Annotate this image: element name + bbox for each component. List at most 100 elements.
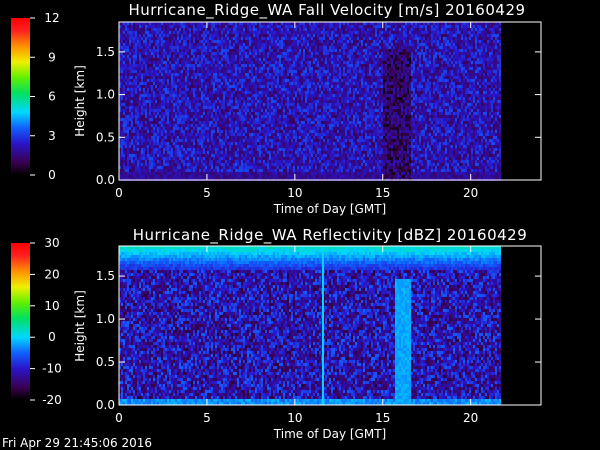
heatmap-cell — [139, 166, 141, 169]
heatmap-cell — [153, 64, 155, 67]
heatmap-cell — [253, 94, 255, 97]
heatmap-cell — [239, 133, 241, 136]
heatmap-cell — [239, 166, 241, 169]
heatmap-cell — [299, 145, 301, 148]
heatmap-cell — [187, 166, 189, 169]
heatmap-cell — [233, 169, 235, 172]
heatmap-cell — [257, 49, 259, 52]
heatmap-cell — [303, 133, 305, 136]
heatmap-cell — [161, 94, 163, 97]
heatmap-cell — [133, 88, 135, 91]
heatmap-cell — [245, 88, 247, 91]
heatmap-cell — [155, 37, 157, 40]
heatmap-cell — [137, 151, 139, 154]
heatmap-cell — [171, 163, 173, 166]
heatmap-cell — [233, 133, 235, 136]
heatmap-cell — [301, 112, 303, 115]
heatmap-cell — [173, 91, 175, 94]
heatmap-cell — [233, 52, 235, 55]
heatmap-cell — [237, 166, 239, 169]
heatmap-cell — [225, 73, 227, 76]
heatmap-cell — [303, 76, 305, 79]
heatmap-cell — [181, 37, 183, 40]
heatmap-cell — [193, 46, 195, 49]
heatmap-cell — [253, 115, 255, 118]
heatmap-cell — [255, 160, 257, 163]
heatmap-cell — [127, 163, 129, 166]
heatmap-cell — [159, 73, 161, 76]
heatmap-cell — [219, 163, 221, 166]
heatmap-cell — [151, 58, 153, 61]
heatmap-cell — [223, 139, 225, 142]
heatmap-cell — [277, 166, 279, 169]
heatmap-cell — [279, 34, 281, 37]
heatmap-cell — [277, 121, 279, 124]
heatmap-cell — [299, 100, 301, 103]
heatmap-cell — [189, 100, 191, 103]
heatmap-cell — [209, 166, 211, 169]
heatmap-cell — [199, 163, 201, 166]
heatmap-cell — [239, 34, 241, 37]
heatmap-cell — [255, 43, 257, 46]
heatmap-cell — [287, 118, 289, 121]
heatmap-cell — [125, 160, 127, 163]
heatmap-cell — [207, 169, 209, 172]
heatmap-cell — [297, 49, 299, 52]
heatmap-cell — [149, 58, 151, 61]
heatmap-cell — [221, 109, 223, 112]
heatmap-cell — [139, 154, 141, 157]
heatmap-cell — [293, 40, 295, 43]
heatmap-cell — [225, 31, 227, 34]
heatmap-cell — [185, 166, 187, 169]
heatmap-cell — [239, 58, 241, 61]
heatmap-cell — [263, 91, 265, 94]
heatmap-cell — [245, 106, 247, 109]
heatmap-cell — [273, 85, 275, 88]
heatmap-cell — [249, 166, 251, 169]
heatmap-cell — [231, 169, 233, 172]
heatmap-cell — [123, 163, 125, 166]
heatmap-cell — [171, 94, 173, 97]
heatmap-cell — [179, 151, 181, 154]
heatmap-cell — [217, 34, 219, 37]
heatmap-cell — [271, 112, 273, 115]
heatmap-cell — [271, 130, 273, 133]
heatmap-cell — [205, 91, 207, 94]
heatmap-cell — [171, 151, 173, 154]
heatmap-cell — [145, 139, 147, 142]
heatmap-cell — [247, 91, 249, 94]
heatmap-cell — [129, 43, 131, 46]
heatmap-cell — [165, 58, 167, 61]
heatmap-cell — [245, 160, 247, 163]
heatmap-cell — [147, 169, 149, 172]
heatmap-cell — [129, 100, 131, 103]
heatmap-cell — [131, 37, 133, 40]
heatmap-cell — [201, 130, 203, 133]
heatmap-cell — [209, 106, 211, 109]
heatmap-cell — [165, 151, 167, 154]
heatmap-cell — [237, 31, 239, 34]
heatmap-cell — [257, 166, 259, 169]
heatmap-cell — [247, 139, 249, 142]
heatmap-cell — [249, 91, 251, 94]
heatmap-cell — [159, 163, 161, 166]
heatmap-cell — [257, 52, 259, 55]
heatmap-cell — [223, 49, 225, 52]
heatmap-cell — [247, 100, 249, 103]
heatmap-cell — [127, 79, 129, 82]
heatmap-cell — [295, 91, 297, 94]
heatmap-cell — [247, 148, 249, 151]
heatmap-cell — [299, 70, 301, 73]
heatmap-cell — [171, 106, 173, 109]
heatmap-cell — [189, 91, 191, 94]
heatmap-cell — [163, 88, 165, 91]
heatmap-cell — [195, 103, 197, 106]
heatmap-cell — [177, 67, 179, 70]
heatmap-cell — [257, 61, 259, 64]
heatmap-cell — [215, 73, 217, 76]
heatmap-cell — [153, 61, 155, 64]
heatmap-cell — [215, 34, 217, 37]
heatmap-cell — [121, 25, 123, 28]
heatmap-cell — [229, 130, 231, 133]
heatmap-cell — [245, 175, 247, 178]
